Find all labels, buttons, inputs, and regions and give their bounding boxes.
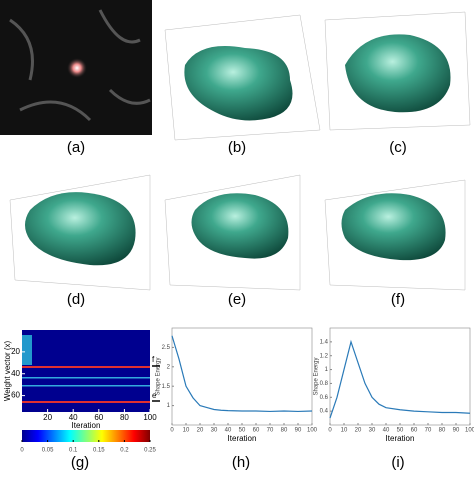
y-tick-label: 0.4	[320, 409, 329, 415]
y-tick-label: 40	[11, 369, 20, 378]
y-tick-label: 1	[325, 367, 329, 373]
panel-label: (c)	[389, 139, 407, 156]
x-tick-label: 70	[267, 428, 274, 434]
panel-label: (g)	[71, 454, 89, 471]
surface-c	[345, 34, 451, 113]
x-tick-label: 40	[383, 428, 390, 434]
x-axis-label: Iteration	[72, 421, 101, 430]
y-tick-label: 0.6	[320, 395, 329, 401]
arrows	[152, 365, 160, 402]
x-tick-label: 70	[425, 428, 432, 434]
x-tick-label: 40	[225, 428, 232, 434]
panel-label: (d)	[67, 291, 85, 308]
y-tick-label: 1.2	[320, 353, 329, 359]
x-tick-label: 80	[439, 428, 446, 434]
x-tick-label: 100	[143, 413, 157, 422]
panel-label: (a)	[67, 139, 85, 156]
line	[329, 339, 471, 419]
panel-label: (b)	[228, 139, 246, 156]
colorbar	[22, 430, 150, 442]
y-axis-label: Shape Energy	[156, 357, 162, 395]
y-tick-label: 1	[167, 403, 171, 409]
y-axis-label: Weight vector (x)	[3, 341, 12, 402]
panel-label: (f)	[391, 291, 405, 308]
y-tick-label: 60	[11, 391, 20, 400]
x-tick-label: 50	[397, 428, 404, 434]
panel-label: (h)	[232, 454, 250, 471]
colorbar-tick-label: 0.2	[120, 448, 129, 454]
x-tick-label: 20	[355, 428, 362, 434]
heatmap	[22, 330, 150, 412]
surface-b	[184, 46, 293, 121]
x-tick-label: 60	[94, 413, 103, 422]
line	[171, 335, 313, 413]
x-tick-label: 0	[170, 428, 174, 434]
x-tick-label: 80	[120, 413, 129, 422]
x-tick-label: 60	[411, 428, 418, 434]
x-tick-label: 60	[253, 428, 260, 434]
x-tick-label: 40	[69, 413, 78, 422]
y-tick-label: 2.5	[162, 345, 171, 351]
nodule	[67, 58, 87, 78]
x-tick-label: 80	[281, 428, 288, 434]
colorbar-tick-label: 0.05	[42, 448, 54, 454]
y-tick-label: 20	[11, 347, 20, 356]
x-tick-label: 10	[183, 428, 190, 434]
y-axis-label: Shape Energy	[314, 357, 320, 395]
panel-label: (i)	[391, 454, 404, 471]
marker-label: f	[152, 355, 155, 364]
x-tick-label: 30	[369, 428, 376, 434]
x-tick-label: 0	[328, 428, 332, 434]
x-axis-label: Iteration	[386, 434, 415, 443]
colorbar-tick-label: 0.15	[93, 448, 105, 454]
marker-label: e	[152, 391, 157, 400]
y-tick-label: 1.5	[162, 384, 171, 390]
surface-plots	[9, 11, 471, 291]
x-tick-label: 10	[341, 428, 348, 434]
y-tick-label: 1.4	[320, 339, 329, 345]
panel-label: (e)	[228, 291, 246, 308]
x-tick-label: 50	[239, 428, 246, 434]
heatmap-stripes	[22, 335, 150, 403]
y-tick-label: 0.8	[320, 381, 329, 387]
x-tick-label: 100	[465, 428, 474, 434]
colorbar-tick-label: 0.25	[144, 448, 156, 454]
ct-texture	[9, 9, 151, 122]
x-tick-label: 20	[43, 413, 52, 422]
x-axis-label: Iteration	[228, 434, 257, 443]
x-tick-label: 90	[453, 428, 460, 434]
surface-e	[191, 193, 289, 259]
y-tick-label: 2	[167, 364, 171, 370]
x-tick-label: 20	[197, 428, 204, 434]
x-tick-label: 100	[307, 428, 318, 434]
surface-f	[341, 193, 446, 261]
x-tick-label: 90	[295, 428, 302, 434]
colorbar-tick-label: 0.1	[69, 448, 78, 454]
x-tick-label: 30	[211, 428, 218, 434]
colorbar-tick-label: 0	[20, 448, 24, 454]
surface-d	[25, 192, 136, 266]
